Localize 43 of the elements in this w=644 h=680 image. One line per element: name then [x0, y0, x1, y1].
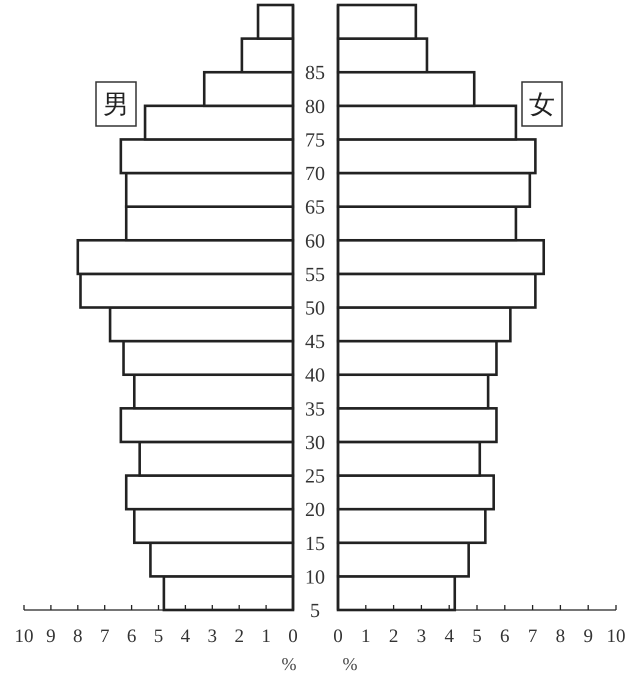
- x-axis-title: %: [282, 654, 296, 674]
- y-tick-label: 5: [310, 600, 320, 622]
- y-tick-label: 75: [305, 129, 325, 152]
- y-tick-label: 50: [305, 298, 325, 320]
- y-tick-label: 40: [305, 364, 325, 387]
- x-tick-label: 4: [444, 626, 454, 647]
- x-tick-label: 2: [234, 626, 244, 647]
- y-tick-label: 70: [305, 163, 325, 186]
- x-tick-label: 5: [472, 626, 482, 647]
- x-tick-label: 6: [126, 626, 136, 647]
- y-tick-label: 30: [305, 432, 325, 454]
- y-tick-label: 10: [305, 566, 325, 588]
- x-tick-label: 3: [416, 626, 426, 647]
- y-tick-label: 20: [305, 499, 325, 522]
- y-tick-label: 60: [305, 230, 325, 252]
- y-tick-label: 35: [305, 398, 325, 420]
- y-tick-label: 45: [305, 331, 325, 354]
- x-tick-label: 0: [288, 626, 298, 647]
- x-axis-title: %: [342, 654, 358, 674]
- y-tick-label: 55: [305, 264, 325, 286]
- x-tick-label: 2: [388, 626, 398, 647]
- x-tick-label: 10: [606, 626, 626, 647]
- y-tick-label: 80: [305, 96, 325, 118]
- y-tick-label: 65: [305, 196, 325, 219]
- x-tick-label: 6: [500, 626, 510, 647]
- x-tick-label: 4: [180, 626, 191, 647]
- x-tick-label: 10: [14, 626, 34, 647]
- x-tick-label: 1: [261, 626, 271, 647]
- x-tick-label: 1: [361, 626, 371, 647]
- x-tick-label: 8: [556, 626, 566, 647]
- x-tick-label: 0: [333, 626, 343, 647]
- x-tick-label: 8: [73, 626, 83, 647]
- annotation: 女: [529, 90, 555, 119]
- y-tick-label: 85: [305, 62, 325, 84]
- y-tick-label: 25: [305, 466, 325, 488]
- x-tick-label: 5: [154, 626, 164, 647]
- x-tick-label: 7: [100, 626, 110, 647]
- x-tick-label: 7: [528, 626, 538, 647]
- annotation: 男: [103, 90, 129, 119]
- x-tick-label: 9: [583, 626, 593, 647]
- x-tick-label: 9: [46, 626, 56, 647]
- y-tick-label: 15: [305, 532, 325, 555]
- x-tick-label: 3: [208, 626, 218, 647]
